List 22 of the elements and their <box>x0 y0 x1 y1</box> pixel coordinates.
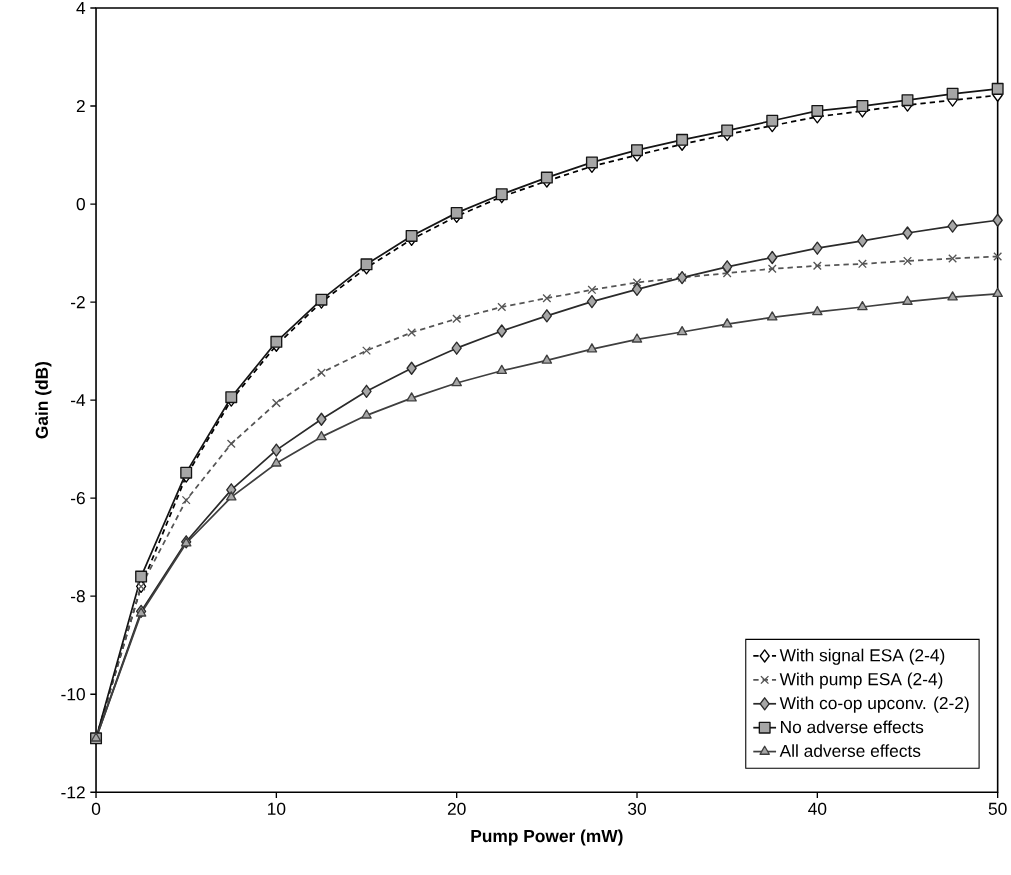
x-tick-label: 20 <box>447 802 466 815</box>
legend-label: With signal ESA (2-4) <box>779 648 945 665</box>
x-tick-label: 10 <box>268 802 286 815</box>
x-tick-label: 40 <box>808 802 827 815</box>
y-axis-title: Gain (dB) <box>35 362 52 439</box>
y-tick-label: -4 <box>70 394 86 407</box>
y-tick-label: 4 <box>76 2 86 14</box>
x-axis-title: Pump Power (mW) <box>471 829 623 846</box>
legend-label: With co-op upconv. (2-2) <box>779 696 969 713</box>
y-tick-label: -10 <box>61 688 85 701</box>
legend-label: With pump ESA (2-4) <box>779 672 943 689</box>
y-tick-label: -12 <box>61 786 85 799</box>
x-tick-label: 30 <box>628 802 646 815</box>
x-tick-label: 0 <box>91 802 101 815</box>
y-tick-label: -8 <box>70 590 85 603</box>
y-tick-label: 2 <box>76 99 85 113</box>
x-tick-label: 50 <box>988 802 1007 815</box>
y-tick-label: 0 <box>76 197 85 211</box>
legend-label: All adverse effects <box>779 744 921 758</box>
y-tick-label: -2 <box>70 296 85 309</box>
y-tick-label: -6 <box>70 492 85 505</box>
legend-label: No adverse effects <box>781 720 924 734</box>
